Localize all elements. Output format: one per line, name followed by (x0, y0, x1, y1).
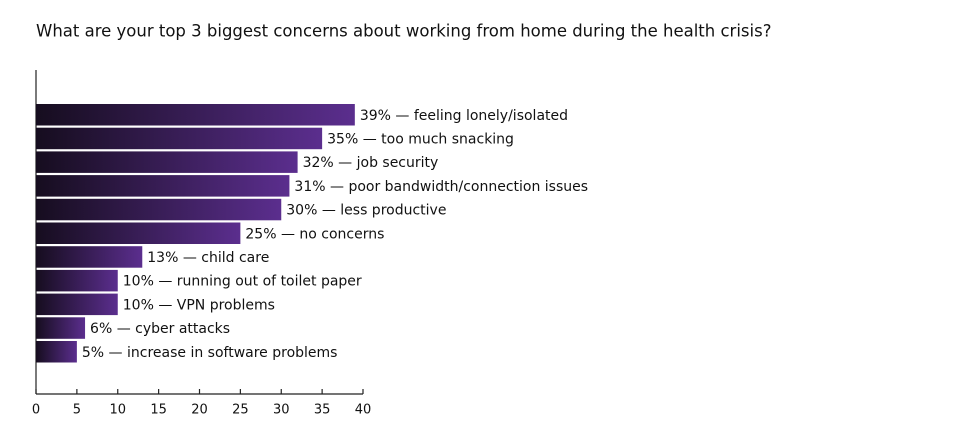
bar (36, 269, 118, 292)
x-tick-label: 15 (150, 403, 167, 418)
x-tick-label: 20 (191, 403, 208, 418)
x-tick-label: 0 (32, 403, 40, 418)
chart-title: What are your top 3 biggest concerns abo… (36, 22, 771, 41)
bar (36, 246, 143, 268)
data-label: 30% — less productive (286, 203, 446, 219)
bar (36, 127, 323, 150)
data-label: 13% — child care (147, 250, 269, 266)
data-label: 32% — job security (303, 155, 439, 171)
bar (36, 222, 241, 244)
bar (36, 317, 86, 339)
data-label: 39% — feeling lonely/isolated (360, 108, 568, 124)
x-tick-label: 35 (314, 403, 331, 418)
data-label: 10% — VPN problems (123, 297, 275, 313)
bar (36, 104, 355, 126)
data-label: 10% — running out of toilet paper (123, 274, 362, 290)
bar (36, 293, 118, 316)
x-tick-label: 30 (273, 403, 290, 418)
bar (36, 341, 77, 363)
data-label: 6% — cyber attacks (90, 321, 230, 337)
bar (36, 198, 282, 221)
x-tick-label: 10 (109, 403, 126, 418)
bar (36, 151, 298, 173)
data-label: 25% — no concerns (245, 226, 384, 242)
data-label: 5% — increase in software problems (82, 345, 338, 361)
x-tick-label: 25 (232, 403, 249, 418)
x-tick-label: 40 (355, 403, 372, 418)
data-label: 35% — too much snacking (327, 131, 514, 147)
bar (36, 175, 290, 197)
data-label: 31% — poor bandwidth/connection issues (294, 179, 588, 195)
x-tick-label: 5 (73, 403, 81, 418)
